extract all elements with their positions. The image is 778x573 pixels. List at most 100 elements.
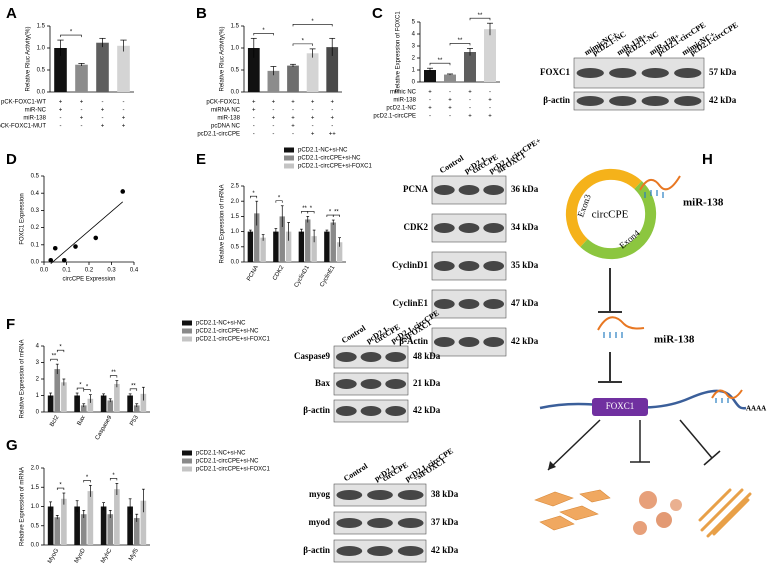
mirna-label: miR-138 [654,334,695,346]
significance-label: ** [478,13,483,19]
point [61,257,67,263]
blot-band [458,299,480,309]
y-axis-label: Relative Expression of mRNA [220,184,226,263]
blot-row-label: Caspase9 [294,351,331,361]
significance-bracket [109,478,118,481]
x-tick-label: PCNA [246,265,260,282]
significance-label: * [302,38,305,44]
bar [47,506,54,545]
legend-swatch [182,450,192,456]
bar [61,382,67,412]
condition-label: miR-138 [393,98,416,104]
legend-label: pCD2.1-circCPE+si-FOXC1 [298,164,373,170]
blot-band [483,223,505,233]
blot-row [573,91,705,111]
significance-label: * [262,28,265,34]
blot-band [336,546,363,556]
significance-bracket [275,200,283,203]
condition-label: pCK-FOXC1-WT [1,100,46,106]
bar [254,213,260,262]
legend-swatch [182,320,192,326]
y-tick-label: 0.5 [31,523,40,529]
bar [444,74,456,82]
y-tick-label: 5 [412,20,416,26]
condition-mark: - [429,98,431,104]
y-tick-label: 0.5 [231,68,240,74]
blot-band [385,406,407,416]
panel-letter: H [702,151,713,168]
y-axis-label: FOXC1 Expression [20,193,26,244]
condition-mark: + [428,90,432,96]
bar [61,498,67,545]
legend-label: pCD2.1-circCPE+si-FOXC1 [196,467,271,473]
y-tick-label: 1.5 [37,24,46,30]
significance-label: ** [131,383,136,389]
condition-mark: - [272,108,274,114]
legend-swatch [182,336,192,342]
significance-label: * [59,483,62,489]
bar [330,222,336,262]
condition-mark: - [469,106,471,112]
x-tick-label: MyoG [47,548,60,565]
bar [424,70,436,82]
condition-mark: + [122,116,126,122]
condition-mark: - [123,100,125,106]
blot-band [483,337,505,347]
bar [140,500,147,545]
legend-swatch [182,466,192,472]
blot-kda: 48 kDa [413,351,441,361]
y-tick-label: 0.5 [31,174,40,180]
blot-band [483,299,505,309]
significance-label: * [70,30,73,36]
y-tick-label: 0.0 [31,543,40,549]
legend-label: pCD2.1-circCPE+si-FOXC1 [196,337,271,343]
significance-bracket [76,387,85,391]
bar [247,231,254,262]
significance-bracket [292,43,313,46]
y-tick-label: 0 [412,80,416,86]
y-tick-label: 0 [36,410,40,416]
significance-bracket [60,34,82,38]
significance-label: ** [334,210,339,216]
x-tick-label: 0.3 [107,268,116,274]
point [52,245,58,251]
y-axis-label: Relative Expression of FOXC1 [396,11,402,93]
y-tick-label: 3 [36,360,40,366]
bar [80,405,87,412]
blot-band [458,337,480,347]
condition-mark: - [312,124,314,130]
significance-bracket [56,487,65,491]
condition-label: miR-NC [25,108,47,114]
blot-kda: 35 kDa [511,260,539,270]
blot-band [641,96,669,106]
condition-mark: + [252,100,256,106]
y-tick-label: 1 [36,393,40,399]
significance-bracket [449,43,471,46]
blot-band [360,406,382,416]
bar [54,48,67,92]
x-tick-label: 0.2 [85,268,94,274]
y-tick-label: 2 [36,377,40,383]
x-tick-label: 0.0 [40,268,49,274]
significance-label: ** [458,38,463,44]
blot-band [335,379,357,389]
x-tick-label: CyclinE1 [319,264,336,288]
condition-mark: - [272,132,274,138]
blot-band [367,518,393,528]
condition-mark: - [292,108,294,114]
significance-bracket [109,375,118,378]
bar [117,45,130,92]
blot-kda: 21 kDa [413,378,441,388]
blot-band [483,185,505,195]
circ-label: circCPE [592,209,629,221]
blot-kda: 57 kDa [709,67,737,77]
blot-band [674,68,702,78]
gene-label: FOXC1 [606,401,635,411]
condition-label: pcD2.1-circCPE [373,114,416,120]
condition-label: pCK-FOXC1 [206,100,240,106]
point [73,244,78,249]
blot-band [433,337,455,347]
x-tick-label: Myf5 [128,547,140,562]
significance-bracket [250,195,258,199]
blot-row-label: β-Actin [399,336,428,346]
